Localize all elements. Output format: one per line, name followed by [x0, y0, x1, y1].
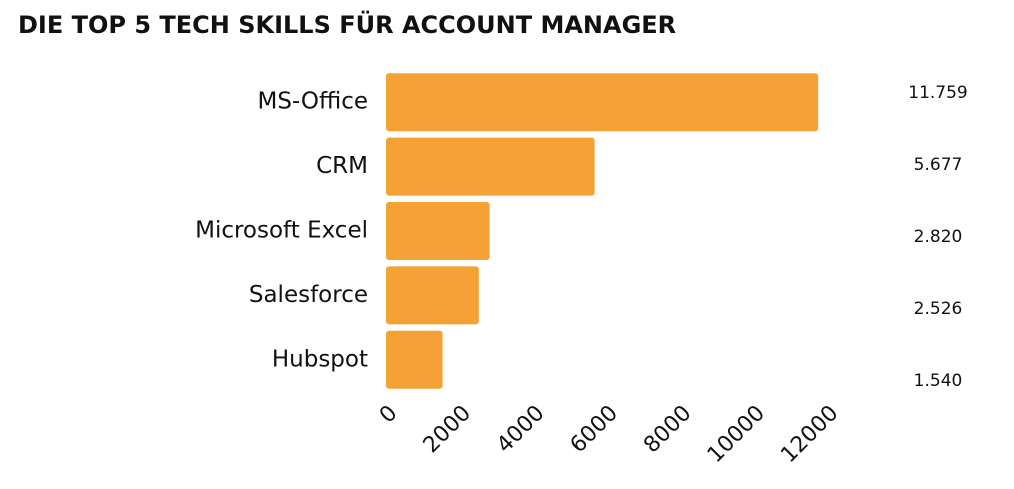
bar [386, 202, 490, 260]
x-tick-label: 0 [375, 401, 403, 429]
bar [386, 137, 595, 196]
y-tick-label: Hubspot [272, 346, 368, 372]
value-label: 5.677 [914, 155, 963, 175]
chart-title: DIE TOP 5 TECH SKILLS FÜR ACCOUNT MANAGE… [18, 9, 676, 39]
x-tick-label: 6000 [566, 401, 623, 458]
y-tick-label: MS-Office [257, 89, 368, 115]
value-label: 2.820 [914, 227, 963, 247]
y-tick-label: Salesforce [249, 282, 368, 308]
bar [386, 73, 819, 132]
x-tick-label: 12000 [776, 401, 843, 468]
bar [386, 266, 479, 325]
value-label: 11.759 [908, 83, 967, 103]
y-tick-label: Microsoft Excel [195, 218, 368, 244]
x-tick-label: 4000 [492, 401, 549, 458]
x-tick-label: 8000 [639, 401, 696, 458]
x-tick-label: 2000 [419, 401, 476, 458]
bar [386, 330, 443, 389]
value-label: 2.526 [914, 299, 963, 319]
x-tick-label: 10000 [703, 401, 770, 468]
value-label: 1.540 [914, 371, 963, 391]
y-tick-label: CRM [316, 153, 368, 179]
